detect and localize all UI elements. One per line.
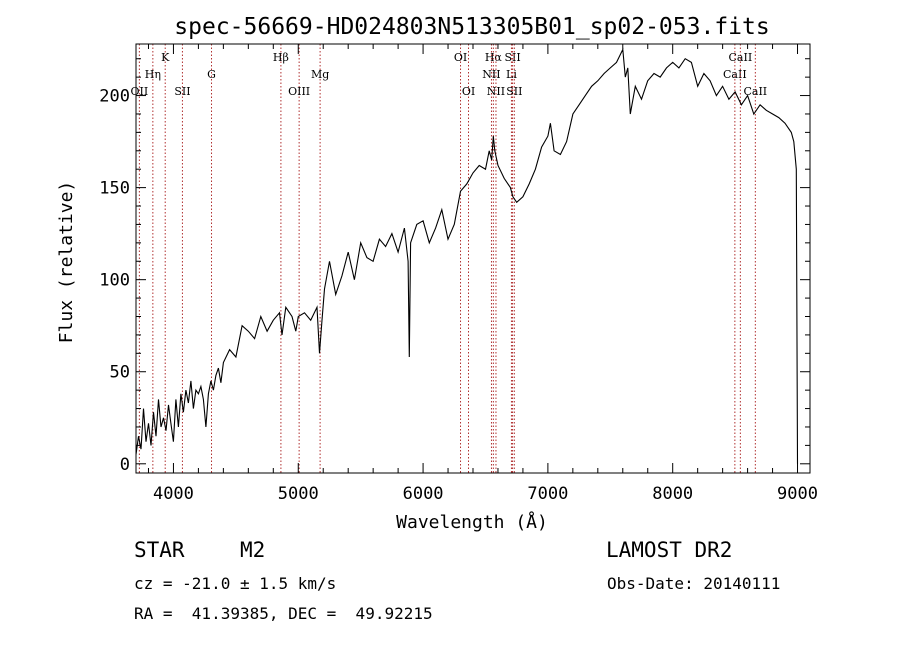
spectral-line-label: G: [207, 68, 216, 81]
x-axis-ticks: 4000 5000 6000 7000 8000 9000: [147, 44, 818, 504]
y-tick-label: 0: [120, 455, 130, 475]
spectral-line-label: Hη: [145, 68, 161, 81]
chart-title: spec-56669-HD024803N513305B01_sp02-053.f…: [174, 14, 769, 40]
spectral-line-label: Hβ: [273, 51, 289, 64]
spectral-line-label: Mg: [311, 68, 329, 81]
coordinates: RA = 41.39385, DEC = 49.92215: [134, 604, 433, 623]
y-axis-ticks: 0 50 100 150 200: [99, 58, 810, 475]
observation-date: Obs-Date: 20140111: [607, 574, 781, 593]
y-tick-label: 100: [99, 271, 130, 291]
spectral-line-label: CaII: [729, 51, 753, 64]
spectral-line-label: CaII: [743, 85, 767, 98]
object-type: STAR: [134, 538, 185, 562]
spectral-line-label: CaII: [723, 68, 747, 81]
x-tick-label: 4000: [153, 484, 194, 504]
spectral-line-label: OIII: [288, 85, 310, 98]
spectral-line-label: OII: [131, 85, 149, 98]
spectral-line-label: NII: [487, 85, 505, 98]
spectral-line-label: Hα: [485, 51, 503, 64]
x-axis-label: Wavelength (Å): [396, 511, 548, 533]
y-tick-label: 200: [99, 87, 130, 107]
x-tick-label: 5000: [278, 484, 319, 504]
spectral-line-label: OI: [454, 51, 467, 64]
y-tick-label: 150: [99, 179, 130, 199]
spectral-line-markers: OIIHηKSIIGHβOIIIMgOIOIHαNIINIISIILiSIICa…: [131, 44, 767, 473]
spectral-line-label: NII: [482, 68, 500, 81]
y-axis-label: Flux (relative): [56, 181, 77, 344]
x-tick-label: 8000: [652, 484, 693, 504]
spectral-line-label: SII: [504, 51, 520, 64]
plot-frame: [135, 43, 811, 474]
spectrum-line: [135, 47, 799, 464]
y-tick-label: 50: [110, 363, 130, 383]
x-tick-label: 9000: [777, 484, 818, 504]
spectral-line-label: OI: [462, 85, 475, 98]
object-subclass: M2: [240, 538, 266, 562]
redshift-velocity: cz = -21.0 ± 1.5 km/s: [134, 574, 337, 593]
spectral-line-label: Li: [506, 68, 517, 81]
spectral-line-label: K: [161, 51, 170, 64]
spectral-line-label: SII: [506, 85, 522, 98]
spectral-line-label: SII: [174, 85, 190, 98]
survey-name: LAMOST DR2: [606, 538, 733, 562]
x-tick-label: 7000: [527, 484, 568, 504]
x-tick-label: 6000: [403, 484, 444, 504]
